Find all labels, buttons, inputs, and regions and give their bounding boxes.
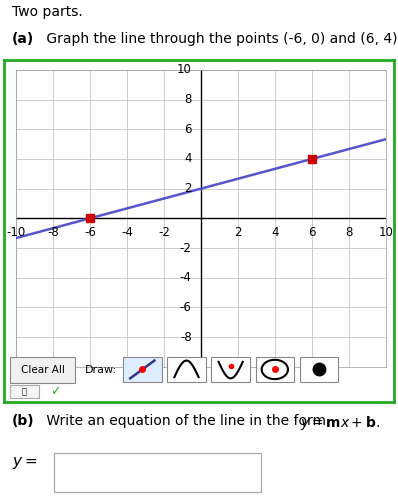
FancyBboxPatch shape bbox=[211, 357, 250, 382]
Text: Draw:: Draw: bbox=[85, 365, 117, 375]
Text: (a): (a) bbox=[12, 31, 34, 45]
FancyBboxPatch shape bbox=[300, 357, 338, 382]
Text: Write an equation of the line in the form: Write an equation of the line in the for… bbox=[42, 414, 330, 428]
Text: -8: -8 bbox=[180, 330, 192, 344]
Text: -4: -4 bbox=[180, 271, 192, 284]
Text: -6: -6 bbox=[180, 301, 192, 314]
Text: 8: 8 bbox=[184, 93, 192, 106]
Text: Two parts.: Two parts. bbox=[12, 4, 83, 18]
Text: (b): (b) bbox=[12, 414, 35, 428]
FancyBboxPatch shape bbox=[123, 357, 162, 382]
Text: -10: -10 bbox=[172, 360, 192, 373]
Text: ⚿: ⚿ bbox=[22, 387, 27, 396]
Text: -10: -10 bbox=[6, 226, 25, 239]
FancyBboxPatch shape bbox=[10, 357, 75, 383]
FancyBboxPatch shape bbox=[10, 385, 39, 398]
Text: -2: -2 bbox=[180, 242, 192, 254]
Text: -2: -2 bbox=[158, 226, 170, 239]
Text: 10: 10 bbox=[378, 226, 394, 239]
Text: -6: -6 bbox=[84, 226, 96, 239]
Text: Graph the line through the points (-6, 0) and (6, 4).: Graph the line through the points (-6, 0… bbox=[42, 31, 398, 45]
Text: ✓: ✓ bbox=[50, 385, 60, 398]
Text: 4: 4 bbox=[184, 152, 192, 166]
Text: 2: 2 bbox=[184, 182, 192, 195]
Text: 6: 6 bbox=[308, 226, 316, 239]
FancyBboxPatch shape bbox=[256, 357, 294, 382]
Text: Clear All: Clear All bbox=[21, 365, 64, 375]
Text: $y =$: $y =$ bbox=[12, 455, 37, 471]
Text: -8: -8 bbox=[47, 226, 59, 239]
Text: 6: 6 bbox=[184, 123, 192, 136]
Text: $y = \mathbf{m}x + \mathbf{b}$.: $y = \mathbf{m}x + \mathbf{b}$. bbox=[300, 414, 380, 432]
Text: -4: -4 bbox=[121, 226, 133, 239]
FancyBboxPatch shape bbox=[167, 357, 206, 382]
Text: 8: 8 bbox=[345, 226, 353, 239]
Text: 10: 10 bbox=[177, 63, 192, 76]
Text: 2: 2 bbox=[234, 226, 242, 239]
FancyBboxPatch shape bbox=[54, 453, 261, 492]
Text: 4: 4 bbox=[271, 226, 279, 239]
